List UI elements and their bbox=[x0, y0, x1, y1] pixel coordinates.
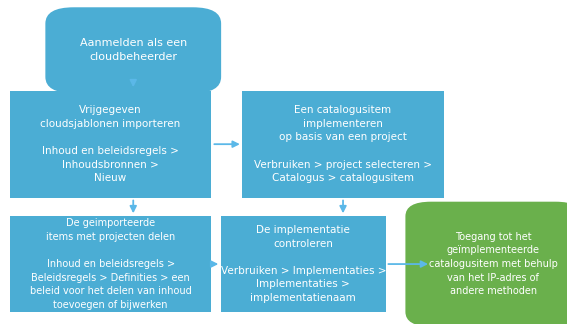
Text: De geimporteerde
items met projecten delen

Inhoud en beleidsregels >
Beleidsreg: De geimporteerde items met projecten del… bbox=[29, 218, 192, 310]
Text: Aanmelden als een
cloudbeheerder: Aanmelden als een cloudbeheerder bbox=[79, 39, 187, 62]
FancyBboxPatch shape bbox=[242, 91, 443, 198]
FancyBboxPatch shape bbox=[45, 7, 221, 93]
FancyBboxPatch shape bbox=[10, 216, 211, 312]
Text: Toegang tot het
geïmplementeerde
catalogusitem met behulp
van het IP-adres of
an: Toegang tot het geïmplementeerde catalog… bbox=[429, 232, 558, 296]
Text: Vrijgegeven
cloudsjablonen importeren

Inhoud en beleidsregels >
Inhoudsbronnen : Vrijgegeven cloudsjablonen importeren In… bbox=[40, 105, 181, 183]
FancyBboxPatch shape bbox=[221, 216, 386, 312]
Text: Een catalogusitem
implementeren
op basis van een project

Verbruiken > project s: Een catalogusitem implementeren op basis… bbox=[254, 105, 432, 183]
Text: De implementatie
controleren

Verbruiken > Implementaties >
Implementaties >
imp: De implementatie controleren Verbruiken … bbox=[221, 225, 386, 303]
FancyBboxPatch shape bbox=[10, 91, 211, 198]
FancyBboxPatch shape bbox=[405, 202, 567, 324]
